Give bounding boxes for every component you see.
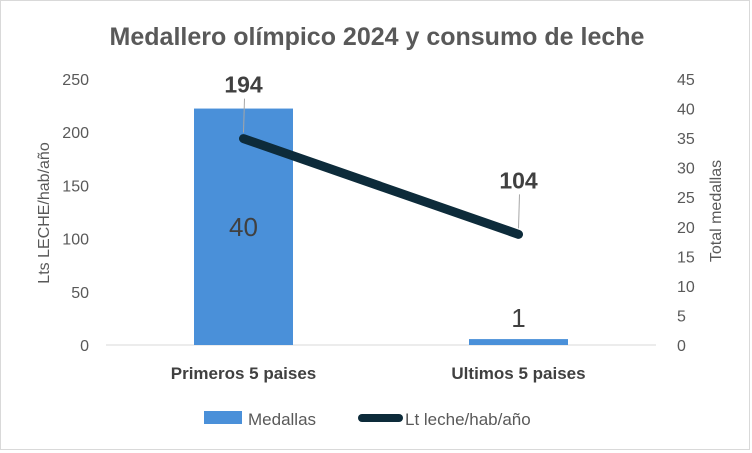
secondary-y-tick-label: 35	[677, 131, 695, 148]
secondary-y-tick-label: 45	[677, 72, 695, 89]
primary-y-axis: 0 50 100 150 200 250	[62, 72, 89, 355]
bar-data-labels: 40 1	[229, 212, 526, 333]
primary-y-axis-title: Lts LECHE/hab/año	[36, 142, 53, 284]
secondary-y-axis: 0 5 10 15 20 25 30 35 40 45	[677, 72, 695, 355]
secondary-y-tick-label: 30	[677, 161, 695, 178]
legend-label-medallas: Medallas	[248, 410, 316, 429]
x-category-label: Ultimos 5 paises	[451, 364, 585, 383]
line-series	[239, 134, 523, 239]
secondary-y-axis-title: Total medallas	[708, 160, 725, 262]
secondary-y-tick-label: 0	[677, 338, 686, 355]
primary-y-tick-label: 200	[62, 125, 89, 142]
secondary-y-tick-label: 10	[677, 279, 695, 296]
secondary-y-tick-label: 15	[677, 249, 695, 266]
primary-y-tick-label: 0	[80, 338, 89, 355]
legend-label-leche: Lt leche/hab/año	[405, 410, 531, 429]
line-data-label: 194	[224, 72, 263, 98]
data-label-leader-line	[243, 98, 245, 133]
secondary-y-tick-label: 20	[677, 220, 695, 237]
primary-y-tick-label: 50	[71, 285, 89, 302]
primary-y-tick-label: 100	[62, 232, 89, 249]
secondary-y-tick-label: 5	[677, 308, 686, 325]
data-label-leader-line	[518, 194, 520, 229]
secondary-y-tick-label: 25	[677, 190, 695, 207]
legend-swatch-medallas	[204, 411, 242, 424]
line-leche	[239, 134, 523, 239]
chart-title: Medallero olímpico 2024 y consumo de lec…	[110, 23, 645, 51]
line-data-label: 104	[499, 167, 538, 193]
bar-data-label: 40	[229, 212, 258, 242]
bar-data-label: 1	[511, 303, 525, 333]
x-axis-categories: Primeros 5 paises Ultimos 5 paises	[171, 364, 586, 383]
bar-2	[469, 339, 568, 345]
secondary-y-tick-label: 40	[677, 102, 695, 119]
primary-y-tick-label: 150	[62, 178, 89, 195]
x-category-label: Primeros 5 paises	[171, 364, 317, 383]
line-data-labels: 194 104	[224, 72, 538, 229]
primary-y-tick-label: 250	[62, 72, 89, 89]
legend: Medallas Lt leche/hab/año	[204, 410, 531, 429]
